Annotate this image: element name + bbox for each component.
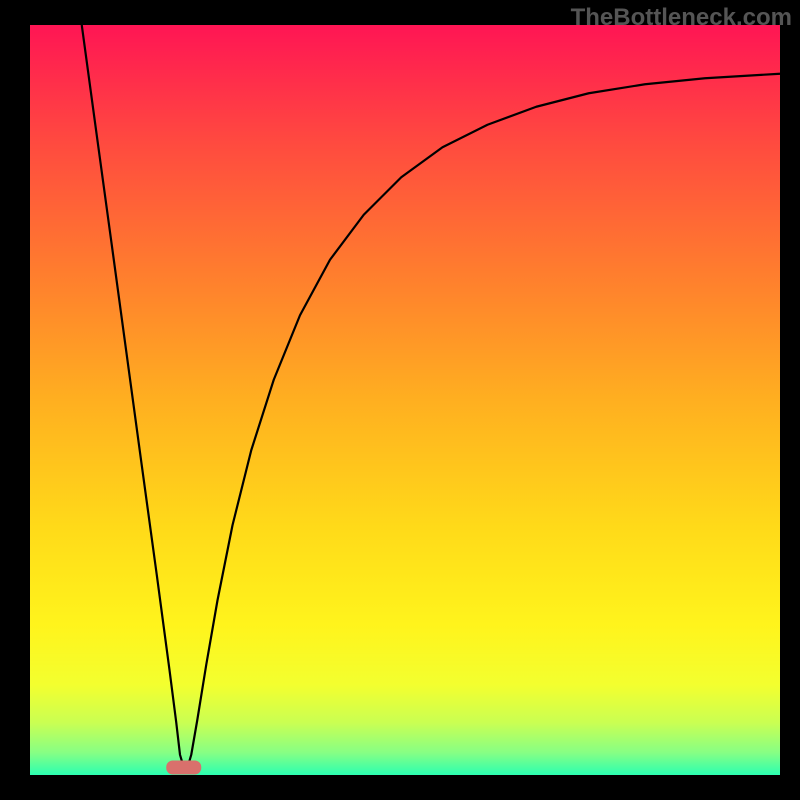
minimum-marker	[167, 761, 201, 774]
watermark-text: TheBottleneck.com	[571, 4, 792, 32]
bottleneck-chart: TheBottleneck.com	[0, 0, 800, 800]
plot-area	[30, 25, 780, 775]
chart-svg	[0, 0, 800, 800]
